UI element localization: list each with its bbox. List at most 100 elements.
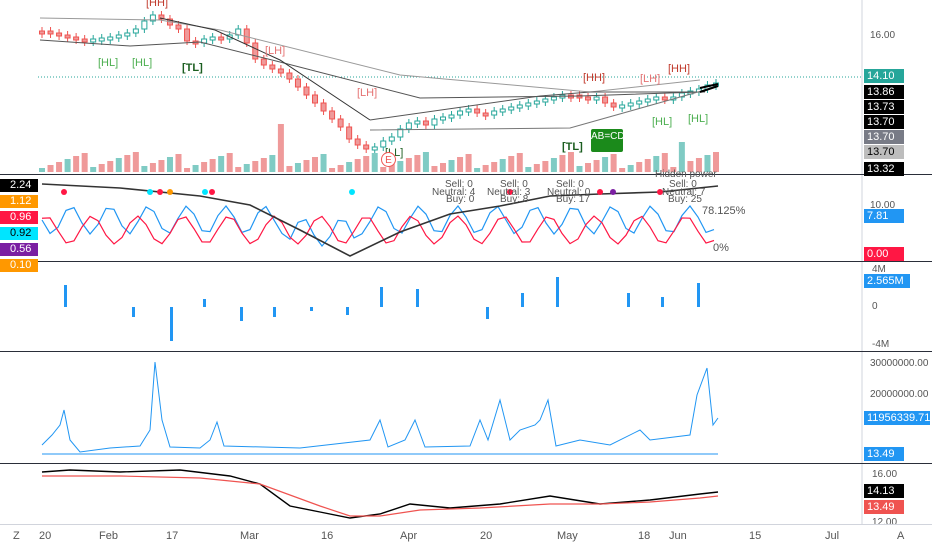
candle-body (439, 116, 446, 121)
volume-bar (90, 167, 97, 172)
price-value-tag: 13.32 (864, 162, 904, 176)
volume-bar (653, 156, 660, 172)
volume-base-tag: 13.49 (864, 447, 904, 461)
volume-pane[interactable] (0, 352, 932, 463)
signal-dot (610, 189, 616, 195)
candle-body (260, 58, 267, 66)
ma-axis-tick: 12.00 (872, 517, 898, 528)
volume-bar (602, 157, 609, 172)
candle-body (533, 100, 540, 105)
candle-body (277, 68, 284, 74)
earnings-icon: E (385, 155, 392, 166)
indicator-value-box: 0.56 (0, 243, 38, 256)
hl-label: [HL] (132, 57, 153, 69)
volume-bar (39, 168, 45, 172)
candle-body (81, 38, 88, 43)
candle-body (320, 102, 327, 112)
volume-bar (448, 160, 455, 172)
candle-body (209, 36, 216, 41)
volume-bar (184, 168, 191, 172)
candle-body (397, 128, 404, 138)
price-pane[interactable]: 16.00 (0, 0, 932, 174)
volume-bar (64, 159, 71, 172)
flow-bar (273, 307, 276, 317)
time-axis-divider (0, 524, 932, 525)
trend-line (369, 91, 705, 121)
flow-pane[interactable] (0, 262, 932, 351)
oscillator-series-line (41, 205, 715, 247)
candle-body (346, 126, 353, 140)
signal-dot (597, 189, 603, 195)
volume-bar (81, 153, 88, 172)
volume-bar (474, 168, 481, 172)
time-axis-label: 20 (39, 530, 52, 542)
volume-bar (457, 157, 464, 172)
volume-bar (269, 155, 276, 172)
volume-bar (670, 167, 677, 172)
auto-scale-button[interactable]: A (897, 530, 905, 542)
osc-axis-tick: 10.00 (870, 200, 896, 211)
candle-body (175, 24, 182, 30)
trend-line (39, 17, 701, 93)
candle-body (39, 30, 45, 35)
candle-body (636, 100, 643, 105)
candle-body (422, 120, 429, 126)
volume-bar (303, 160, 310, 172)
candle-body (653, 96, 660, 101)
signal-count-label: Sell: 0 (556, 179, 584, 190)
volume-bar (294, 163, 301, 172)
signal-count-label: Buy: 25 (668, 194, 702, 205)
ma-pane[interactable] (0, 464, 932, 524)
volume-bar (678, 142, 685, 172)
earnings-badge[interactable]: E (381, 152, 396, 167)
candle-body (593, 96, 600, 101)
flow-bar (521, 293, 524, 307)
candle-body (516, 104, 523, 109)
price-value-tag: 13.70 (864, 115, 904, 129)
signal-dot (61, 189, 67, 195)
timezone-button[interactable]: Z (13, 530, 20, 542)
volume-bar (414, 155, 421, 172)
volume-bar (329, 168, 336, 172)
volume-bar (661, 153, 668, 172)
signal-count-label: Neutral: 4 (432, 187, 476, 198)
signal-count-label: Sell: 0 (669, 179, 697, 190)
candle-body (47, 30, 54, 35)
lh-label: [LH] (357, 87, 378, 99)
abcd-badge-text: AB=CD (591, 131, 625, 142)
volume-bar (525, 167, 532, 172)
indicator-value-box: 0.96 (0, 211, 38, 224)
volume-bar (243, 164, 250, 172)
trend-line (699, 83, 719, 89)
ll-label: [LL] (385, 147, 404, 159)
signal-dot (209, 189, 215, 195)
volume-bar (619, 168, 626, 172)
signal-count-label: Buy: 17 (556, 194, 590, 205)
candle-body (329, 110, 336, 120)
flow-bar (240, 307, 243, 321)
tl-label: [TL] (182, 62, 203, 74)
volume-bar (585, 163, 592, 172)
pane-divider (0, 351, 932, 352)
volume-bar (209, 159, 216, 172)
volume-bar (149, 163, 156, 172)
candle-body (474, 108, 481, 114)
candle-body (610, 102, 617, 108)
candle-body (619, 104, 626, 109)
candle-body (107, 36, 114, 41)
candle-body (585, 96, 592, 101)
lh-label: [LH] (265, 45, 286, 57)
volume-bar (508, 156, 515, 172)
candle-body (405, 122, 412, 130)
abcd-pattern-badge[interactable]: AB=CD (591, 129, 625, 152)
price-value-tag: 13.70 (864, 145, 904, 159)
volume-bar (499, 159, 506, 172)
volume-bar (388, 164, 395, 172)
volume-bar (542, 161, 549, 172)
volume-bar (260, 158, 267, 172)
volume-bar (252, 161, 259, 172)
flow-bar (697, 283, 700, 307)
candle-body (491, 110, 498, 116)
candle-body (602, 96, 609, 104)
